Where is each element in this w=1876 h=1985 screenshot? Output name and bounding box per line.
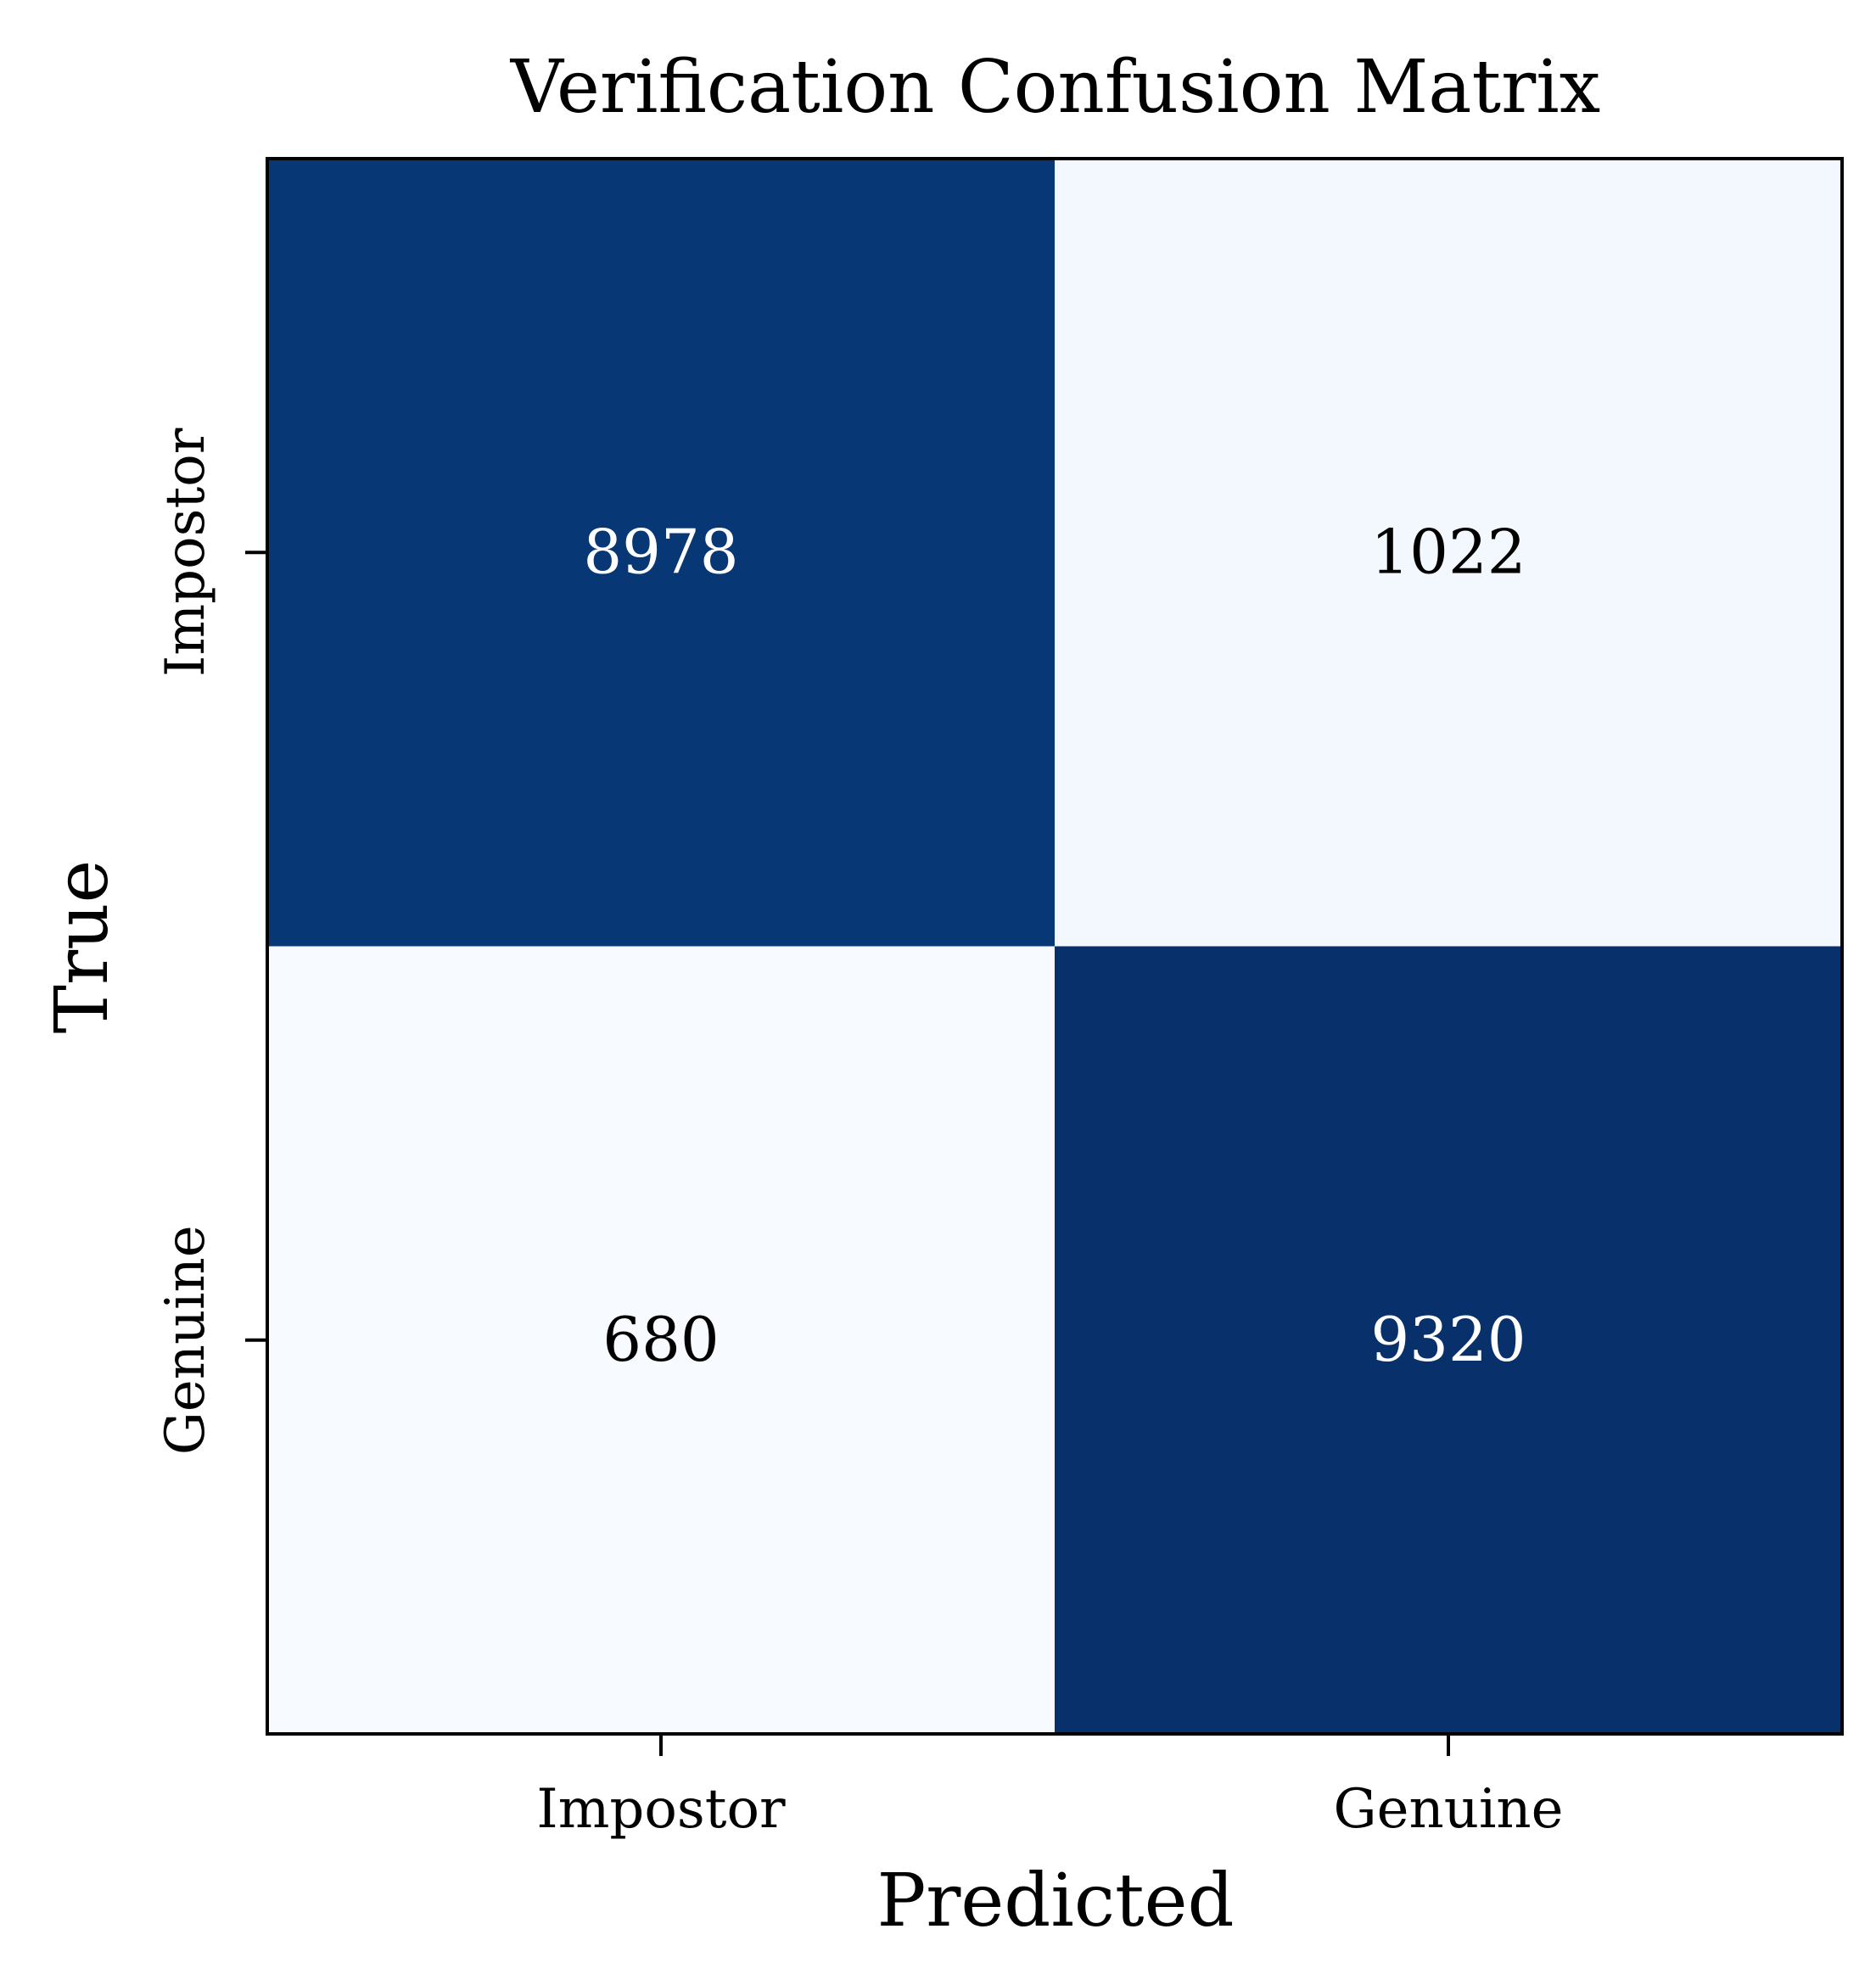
cell-value-label: 8978 — [583, 516, 738, 587]
y-tick-label: Genuine — [154, 1225, 217, 1455]
heatmap-cell-impostor-impostor — [267, 159, 1056, 947]
cell-value-label: 1022 — [1370, 516, 1526, 587]
heatmap-cells: 8978 1022 680 9320 — [267, 159, 1843, 1735]
y-axis-label: True — [40, 860, 125, 1034]
x-axis-label: Predicted — [876, 1859, 1234, 1943]
chart-title: Verification Confusion Matrix — [510, 45, 1600, 130]
axis-ticks: Impostor Genuine Impostor Genuine — [154, 428, 1564, 1841]
heatmap-cell-impostor-genuine — [1055, 159, 1843, 947]
heatmap-cell-genuine-impostor — [267, 946, 1056, 1735]
cell-value-label: 680 — [602, 1304, 719, 1375]
x-tick-label: Genuine — [1334, 1778, 1564, 1841]
heatmap-cell-genuine-genuine — [1055, 946, 1843, 1735]
x-tick-label: Impostor — [536, 1778, 786, 1841]
axes-frame — [266, 157, 1844, 1736]
y-tick-label: Impostor — [154, 428, 217, 677]
cell-value-label: 9320 — [1370, 1304, 1526, 1375]
